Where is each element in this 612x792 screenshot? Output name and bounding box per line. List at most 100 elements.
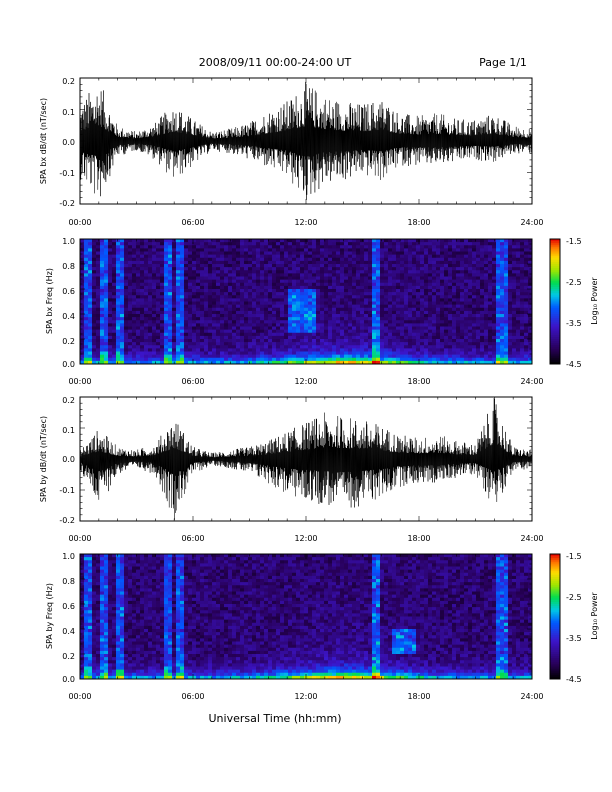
spectrogram-cell — [292, 282, 297, 287]
spectrogram-cell — [120, 245, 125, 249]
spectrogram-cell — [464, 335, 469, 340]
spectrogram-cell — [196, 345, 201, 349]
spectrogram-cell — [280, 307, 285, 312]
spectrogram-cell — [172, 342, 177, 346]
spectrogram-cell — [404, 354, 409, 359]
spectrogram-cell — [248, 245, 253, 249]
spectrogram-cell — [372, 273, 377, 277]
spectrogram-cell — [480, 289, 485, 293]
spectrogram-cell — [372, 289, 377, 293]
spectrogram-cell — [420, 257, 425, 262]
spectrogram-cell — [324, 264, 329, 268]
colorbar-swatch — [550, 293, 560, 296]
spectrogram-cell — [96, 332, 101, 337]
spectrogram-cell — [312, 242, 317, 246]
spectrogram-cell — [180, 242, 185, 246]
spectrogram-cell — [244, 279, 249, 284]
spectrogram-cell — [432, 285, 437, 290]
spectrogram-cell — [488, 282, 493, 287]
spectrogram-cell — [188, 276, 193, 280]
spectrogram-cell — [332, 245, 337, 249]
spectrogram-cell — [176, 264, 181, 268]
spectrogram-cell — [228, 326, 233, 330]
spectrogram-cell — [468, 320, 473, 324]
spectrogram-cell — [308, 332, 313, 337]
spectrogram-cell — [460, 289, 465, 293]
spectrogram-cell — [448, 264, 453, 268]
spectrogram-cell — [272, 345, 277, 349]
spectrogram-cell — [408, 289, 413, 293]
spectrogram-cell — [140, 342, 145, 346]
spectrogram-cell — [160, 282, 165, 287]
spectrogram-cell — [252, 332, 257, 337]
spectrogram-cell — [520, 248, 525, 252]
spectrogram-cell — [524, 276, 529, 280]
spectrogram-cell — [268, 239, 273, 243]
spectrogram-cell — [380, 289, 385, 293]
spectrogram-cell — [432, 257, 437, 262]
spectrogram-cell — [236, 257, 241, 262]
spectrogram-cell — [360, 329, 365, 334]
spectrogram-cell — [424, 254, 429, 259]
spectrogram-cell — [164, 282, 169, 287]
spectrogram-cell — [352, 332, 357, 337]
spectrogram-cell — [120, 248, 125, 252]
spectrogram-cell — [152, 298, 157, 302]
spectrogram-cell — [220, 295, 225, 299]
spectrogram-cell — [228, 298, 233, 302]
spectrogram-cell — [468, 245, 473, 249]
spectrogram-cell — [136, 317, 141, 321]
spectrogram-cell — [432, 339, 437, 343]
spectrogram-cell — [460, 292, 465, 296]
spectrogram-cell — [340, 348, 345, 352]
spectrogram-cell — [184, 351, 189, 355]
spectrogram-cell — [92, 332, 97, 337]
spectrogram-cell — [392, 295, 397, 299]
spectrogram-cell — [376, 307, 381, 312]
spectrogram-cell — [316, 270, 321, 274]
spectrogram-cell — [116, 339, 121, 343]
colorbar-swatch — [550, 249, 560, 252]
spectrogram-cell — [304, 320, 309, 324]
spectrogram-cell — [156, 320, 161, 324]
spectrogram-cell — [252, 342, 257, 346]
spectrogram-cell — [300, 292, 305, 296]
spectrogram-cell — [460, 351, 465, 355]
spectrogram-cell — [444, 339, 449, 343]
spectrogram-cell — [272, 248, 277, 252]
spectrogram-cell — [288, 276, 293, 280]
spectrogram-cell — [392, 332, 397, 337]
spectrogram-cell — [172, 332, 177, 337]
spectrogram-cell — [216, 242, 221, 246]
spectrogram-cell — [216, 264, 221, 268]
spectrogram-cell — [280, 282, 285, 287]
spectrogram-cell — [492, 351, 497, 355]
spectrogram-cell — [408, 285, 413, 290]
spectrogram-cell — [460, 279, 465, 284]
spectrogram-cell — [340, 360, 345, 365]
spectrogram-cell — [324, 270, 329, 274]
spectrogram-cell — [240, 242, 245, 246]
spectrogram-cell — [448, 323, 453, 327]
spectrogram-cell — [368, 323, 373, 327]
spectrogram-cell — [216, 332, 221, 337]
spectrogram-cell — [208, 248, 213, 252]
spectrogram-cell — [256, 264, 261, 268]
spectrogram-cell — [208, 329, 213, 334]
spectrogram-cell — [448, 276, 453, 280]
spectrogram-cell — [320, 335, 325, 340]
spectrogram-cell — [228, 317, 233, 321]
spectrogram-cell — [152, 345, 157, 349]
spectrogram-cell — [148, 345, 153, 349]
spectrogram-cell — [112, 335, 117, 340]
spectrogram-cell — [328, 307, 333, 312]
spectrogram-cell — [164, 260, 169, 265]
spectrogram-cell — [96, 245, 101, 249]
spectrogram-cell — [260, 351, 265, 355]
spectrogram-cell — [112, 273, 117, 277]
spectrogram-cell — [184, 279, 189, 284]
spectrogram-cell — [260, 285, 265, 290]
spectrogram-cell — [444, 242, 449, 246]
spectrogram-cell — [372, 304, 377, 309]
spectrogram-cell — [376, 285, 381, 290]
